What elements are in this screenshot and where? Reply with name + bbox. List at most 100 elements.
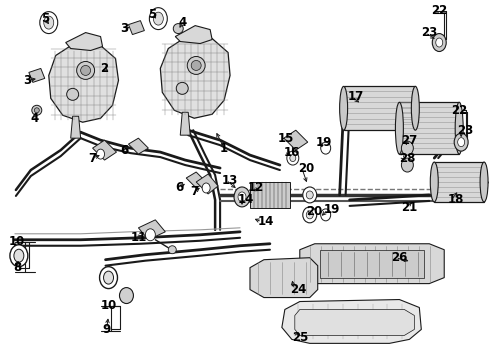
Text: 5: 5 <box>148 8 157 21</box>
Text: 3: 3 <box>23 74 31 87</box>
Polygon shape <box>66 32 102 50</box>
Ellipse shape <box>10 245 28 267</box>
Text: 25: 25 <box>292 331 308 344</box>
Ellipse shape <box>454 133 468 151</box>
Polygon shape <box>128 138 148 154</box>
Text: 6: 6 <box>121 144 129 157</box>
Text: 19: 19 <box>324 203 340 216</box>
Polygon shape <box>295 310 415 336</box>
Polygon shape <box>128 21 145 35</box>
Ellipse shape <box>306 211 313 219</box>
Polygon shape <box>29 68 45 82</box>
Polygon shape <box>138 220 165 240</box>
Ellipse shape <box>455 102 463 154</box>
Text: 23: 23 <box>421 26 438 39</box>
Text: 7: 7 <box>89 152 97 165</box>
Ellipse shape <box>97 149 104 159</box>
Ellipse shape <box>76 62 95 80</box>
Ellipse shape <box>44 16 54 29</box>
Ellipse shape <box>67 88 78 100</box>
Ellipse shape <box>202 183 210 193</box>
Polygon shape <box>71 116 81 138</box>
Ellipse shape <box>40 12 58 33</box>
Ellipse shape <box>395 102 403 154</box>
Text: 1: 1 <box>220 141 228 155</box>
Ellipse shape <box>168 246 176 254</box>
Ellipse shape <box>153 12 163 25</box>
Text: 18: 18 <box>447 193 464 206</box>
Polygon shape <box>180 112 190 135</box>
Text: 22: 22 <box>451 104 467 117</box>
Ellipse shape <box>430 162 438 202</box>
Text: 12: 12 <box>248 181 264 194</box>
Ellipse shape <box>103 271 114 284</box>
Text: 20: 20 <box>298 162 314 175</box>
Text: 10: 10 <box>9 235 25 248</box>
Ellipse shape <box>436 38 443 47</box>
Ellipse shape <box>303 187 317 203</box>
Polygon shape <box>434 162 484 202</box>
Text: 14: 14 <box>238 193 254 206</box>
Text: 3: 3 <box>121 22 128 35</box>
Polygon shape <box>250 258 318 298</box>
Ellipse shape <box>146 229 155 241</box>
Text: 15: 15 <box>278 132 294 145</box>
Polygon shape <box>186 172 206 188</box>
Ellipse shape <box>321 209 331 221</box>
Text: 20: 20 <box>306 205 322 219</box>
Ellipse shape <box>81 66 91 75</box>
Text: 13: 13 <box>222 174 238 186</box>
Text: 2: 2 <box>100 62 109 75</box>
Ellipse shape <box>176 82 188 94</box>
Ellipse shape <box>412 86 419 130</box>
Polygon shape <box>399 102 459 154</box>
Ellipse shape <box>480 162 488 202</box>
Ellipse shape <box>34 108 39 113</box>
Polygon shape <box>196 174 218 194</box>
Ellipse shape <box>191 60 201 71</box>
Polygon shape <box>160 36 230 118</box>
Ellipse shape <box>173 24 183 33</box>
Text: 10: 10 <box>100 299 117 312</box>
Ellipse shape <box>401 141 414 155</box>
Ellipse shape <box>321 142 331 154</box>
Ellipse shape <box>287 151 299 165</box>
Polygon shape <box>93 140 117 160</box>
Text: 28: 28 <box>399 152 416 165</box>
Ellipse shape <box>32 105 42 115</box>
Text: 5: 5 <box>41 12 49 25</box>
Ellipse shape <box>187 57 205 75</box>
Ellipse shape <box>458 138 465 147</box>
Ellipse shape <box>99 267 118 289</box>
Ellipse shape <box>340 86 347 130</box>
Ellipse shape <box>306 191 313 199</box>
Text: 9: 9 <box>102 323 111 336</box>
Text: 14: 14 <box>258 215 274 228</box>
Ellipse shape <box>149 8 167 30</box>
Ellipse shape <box>120 288 133 303</box>
Polygon shape <box>49 42 119 122</box>
Text: 7: 7 <box>190 185 198 198</box>
Text: 27: 27 <box>401 134 417 147</box>
Text: 23: 23 <box>457 124 473 137</box>
Text: 16: 16 <box>284 145 300 159</box>
Polygon shape <box>284 130 308 150</box>
Ellipse shape <box>234 187 250 207</box>
Text: 6: 6 <box>175 181 184 194</box>
Text: 22: 22 <box>431 4 447 17</box>
Text: 21: 21 <box>401 201 417 215</box>
Text: 24: 24 <box>290 283 306 296</box>
Polygon shape <box>250 182 290 208</box>
Ellipse shape <box>432 33 446 51</box>
Text: 8: 8 <box>13 261 21 274</box>
Ellipse shape <box>14 249 24 262</box>
Ellipse shape <box>290 154 296 162</box>
Text: 19: 19 <box>316 136 332 149</box>
Text: 17: 17 <box>347 90 364 103</box>
Text: 4: 4 <box>178 16 187 29</box>
Polygon shape <box>343 86 416 130</box>
Polygon shape <box>319 250 424 278</box>
Polygon shape <box>175 26 212 44</box>
Text: 26: 26 <box>392 251 408 264</box>
Text: 4: 4 <box>31 112 39 125</box>
